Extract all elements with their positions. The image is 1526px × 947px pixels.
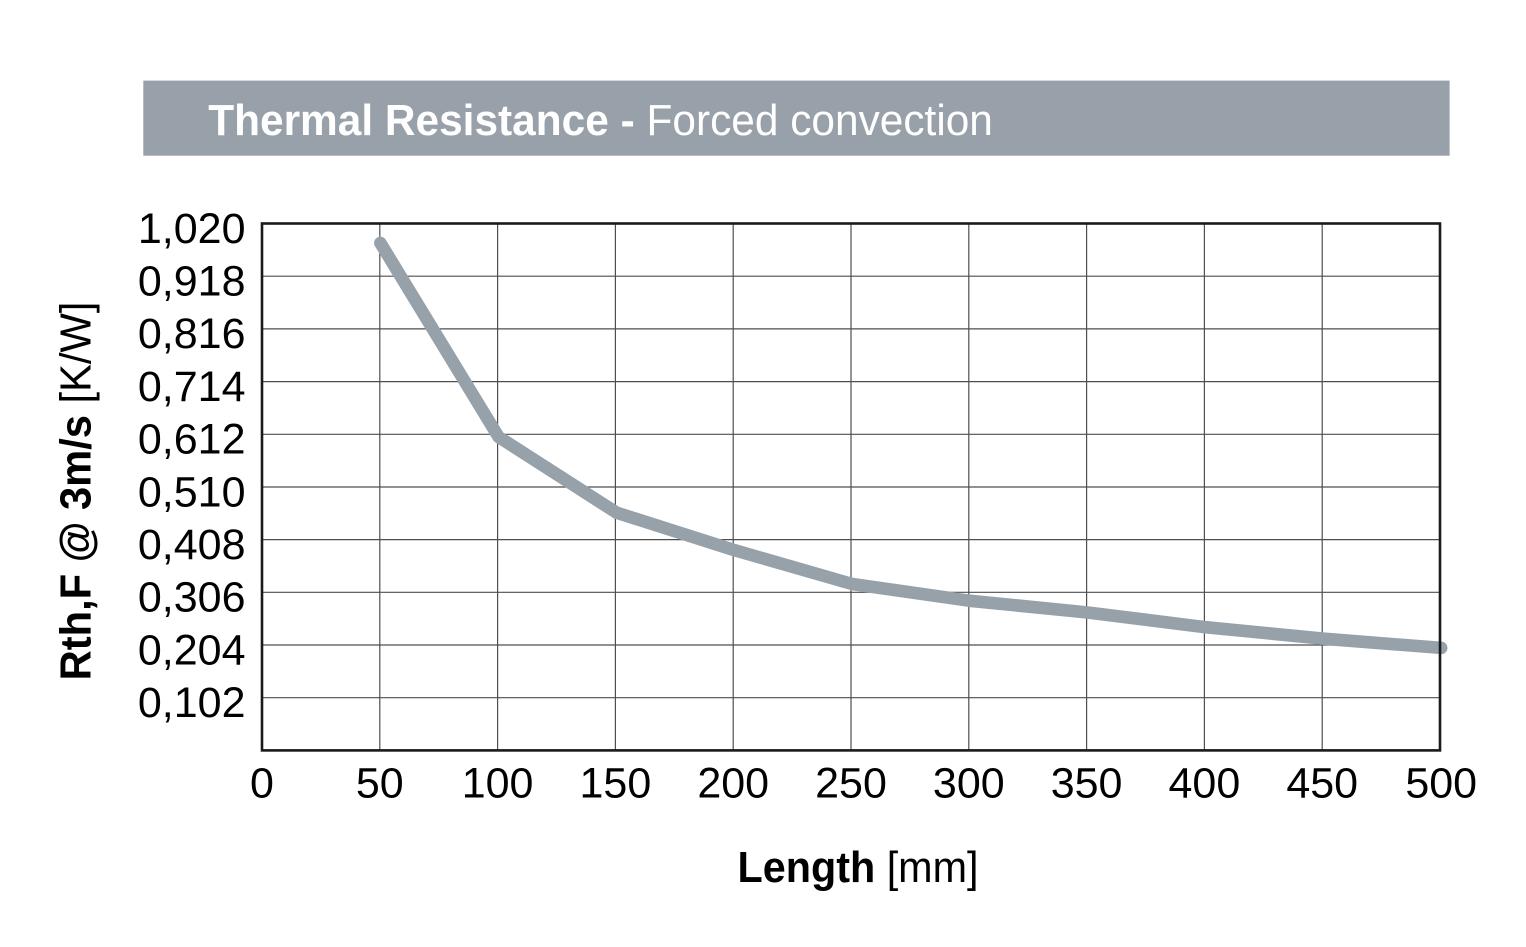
svg-text:Length: Length	[738, 843, 876, 892]
svg-text:0,408: 0,408	[138, 521, 246, 569]
svg-text:350: 350	[1051, 760, 1123, 808]
svg-text:1,020: 1,020	[138, 205, 246, 253]
svg-text:250: 250	[815, 760, 887, 808]
svg-text:Thermal Resistance -: Thermal Resistance -	[208, 96, 635, 145]
svg-text:450: 450	[1286, 760, 1358, 808]
svg-text:50: 50	[356, 760, 404, 808]
svg-text:0,612: 0,612	[138, 416, 246, 464]
svg-text:0,306: 0,306	[138, 574, 246, 622]
svg-text:200: 200	[697, 760, 769, 808]
svg-text:150: 150	[580, 760, 652, 808]
svg-text:500: 500	[1405, 760, 1477, 808]
svg-text:[mm]: [mm]	[887, 843, 979, 892]
svg-text:0,204: 0,204	[138, 626, 246, 674]
svg-text:[K/W]: [K/W]	[52, 302, 101, 404]
svg-text:0,714: 0,714	[138, 363, 246, 411]
svg-text:0: 0	[250, 760, 274, 808]
svg-text:Forced convection: Forced convection	[647, 96, 993, 145]
svg-text:0,816: 0,816	[138, 310, 246, 358]
svg-text:0,918: 0,918	[138, 258, 246, 306]
svg-text:0,510: 0,510	[138, 468, 246, 516]
svg-text:0,102: 0,102	[138, 679, 246, 727]
svg-text:300: 300	[933, 760, 1005, 808]
svg-text:Rth,F @ 3m/s: Rth,F @ 3m/s	[52, 415, 101, 680]
svg-text:400: 400	[1169, 760, 1241, 808]
svg-text:100: 100	[462, 760, 534, 808]
